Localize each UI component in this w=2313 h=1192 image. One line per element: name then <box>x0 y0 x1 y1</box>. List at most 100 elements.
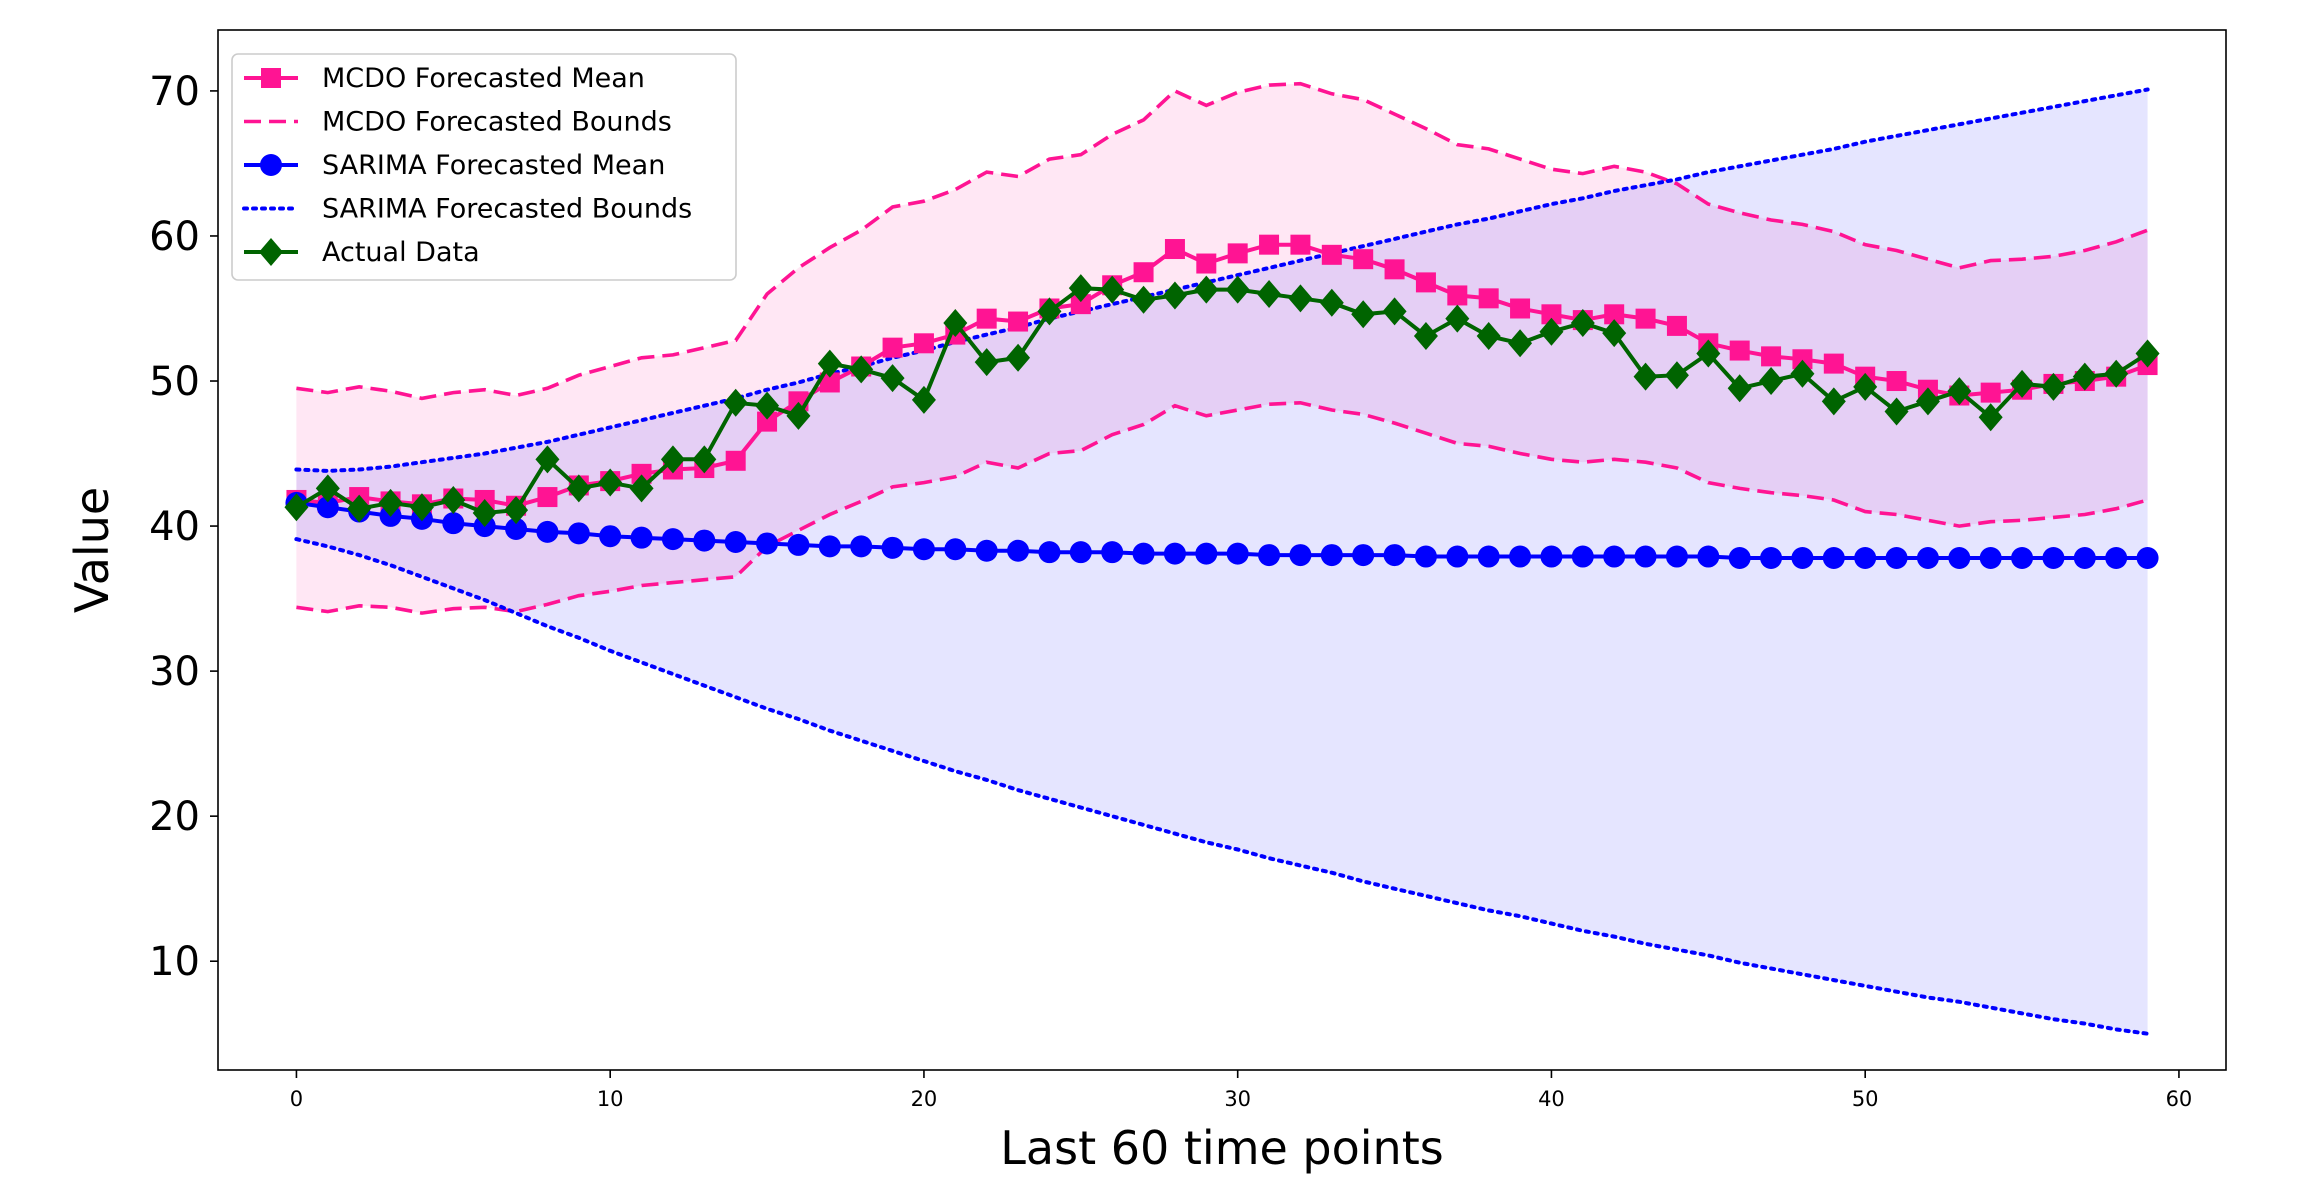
sarima-forecasted-mean-point <box>1634 545 1657 568</box>
sarima-forecasted-mean-point <box>1132 542 1155 565</box>
actual-data-point <box>441 485 466 514</box>
mcdo-forecasted-mean-point <box>1227 243 1248 264</box>
actual-data-point <box>1257 279 1282 308</box>
actual-data-point <box>1759 367 1784 396</box>
y-axis-ticks: 10 20 30 40 50 60 70 <box>149 69 218 985</box>
actual-data-point <box>1696 339 1721 368</box>
x-tick-label: 40 <box>1538 1087 1565 1111</box>
sarima-forecasted-mean-point <box>1414 545 1437 568</box>
actual-data-point <box>1633 362 1658 391</box>
actual-data-point <box>1288 284 1313 313</box>
actual-data-point <box>1727 374 1752 403</box>
x-tick-label: 60 <box>2166 1087 2193 1111</box>
actual-data-point <box>1915 387 1940 416</box>
sarima-forecasted-mean-point <box>1603 545 1626 568</box>
mcdo-forecasted-mean-point <box>1635 308 1656 329</box>
mcdo-forecasted-mean-point <box>1353 249 1374 270</box>
actual-data-point <box>1978 403 2003 432</box>
sarima-forecasted-mean-point <box>599 525 622 548</box>
y-axis-label: Value <box>65 487 119 613</box>
sarima-forecasted-mean-point <box>1540 545 1563 568</box>
mcdo-forecasted-mean-point <box>1666 315 1687 336</box>
actual-data-point <box>598 468 623 497</box>
y-tick-label: 40 <box>149 504 200 550</box>
actual-data-point <box>1664 361 1689 390</box>
y-tick-label: 30 <box>149 649 200 695</box>
sarima-forecasted-mean-point <box>1697 545 1720 568</box>
actual-data-point <box>1382 297 1407 326</box>
mcdo-forecasted-bounds-upper-line <box>296 81 2149 401</box>
sarima-forecasted-mean-point <box>1948 546 1971 569</box>
y-tick-label: 50 <box>149 359 200 405</box>
mcdo-forecasted-mean-point <box>757 411 778 432</box>
actual-data-point <box>1413 322 1438 351</box>
sarima-forecasted-mean-point <box>1226 542 1249 565</box>
mcdo-forecasted-mean-point <box>1415 272 1436 293</box>
sarima-forecasted-mean-point <box>1791 546 1814 569</box>
actual-data-point <box>472 499 497 528</box>
sarima-forecasted-mean-point <box>1665 545 1688 568</box>
sarima-forecasted-mean-point <box>505 517 528 540</box>
sarima-forecasted-mean-point <box>567 522 590 545</box>
legend-label: SARIMA Forecasted Mean <box>322 150 665 181</box>
sarima-forecasted-mean-point <box>1007 539 1030 562</box>
legend-swatch-marker <box>259 238 283 266</box>
mcdo-forecasted-bounds-lower-line <box>296 400 2149 615</box>
mcdo-forecasted-mean-point <box>537 487 558 508</box>
actual-data-point <box>347 494 372 523</box>
x-tick-label: 10 <box>597 1087 624 1111</box>
actual-data-point <box>1790 359 1815 388</box>
legend-item-mcdo-forecasted-mean: MCDO Forecasted Mean <box>244 63 645 94</box>
actual-data-point <box>1100 275 1125 304</box>
actual-data-point <box>1037 297 1062 326</box>
legend-item-sarima-forecasted-bounds: SARIMA Forecasted Bounds <box>242 194 692 225</box>
actual-data-point <box>660 445 685 474</box>
actual-data-point <box>1351 300 1376 329</box>
sarima-forecasted-mean-point <box>661 528 684 551</box>
actual-data-point <box>1162 281 1187 310</box>
actual-data-point <box>1853 372 1878 401</box>
mcdo-forecasted-mean-point <box>1510 298 1531 319</box>
sarima-forecasted-mean-point <box>1163 542 1186 565</box>
actual-data-point <box>2041 372 2066 401</box>
x-tick-label: 50 <box>1852 1087 1879 1111</box>
mcdo-forecasted-mean-point <box>631 463 652 484</box>
sarima-forecasted-mean-point <box>1477 545 1500 568</box>
mcdo-forecasted-mean-point <box>1478 288 1499 309</box>
mcdo-forecasted-mean-point <box>1133 262 1154 283</box>
sarima-forecasted-mean-point <box>2011 546 2034 569</box>
actual-data-point <box>315 474 340 503</box>
sarima-forecasted-mean-point <box>881 536 904 559</box>
actual-data-markers <box>284 274 2160 528</box>
y-tick-label: 70 <box>149 69 200 115</box>
actual-data-point <box>1570 308 1595 337</box>
legend-label: Actual Data <box>322 237 480 268</box>
legend-item-actual-data: Actual Data <box>244 237 480 268</box>
sarima-forecasted-mean-point <box>912 538 935 561</box>
sarima-forecasted-mean-point <box>756 532 779 555</box>
sarima-forecasted-mean-point <box>1760 546 1783 569</box>
legend: MCDO Forecasted Mean MCDO Forecasted Boun… <box>231 53 737 281</box>
actual-data-point <box>1947 377 1972 406</box>
legend-label: SARIMA Forecasted Bounds <box>322 194 692 225</box>
sarima-forecasted-mean-point <box>1916 546 1939 569</box>
sarima-forecasted-mean-point <box>1571 545 1594 568</box>
sarima-forecasted-mean-point <box>693 529 716 552</box>
mcdo-forecasted-mean-point <box>1321 244 1342 265</box>
y-tick-label: 60 <box>149 214 200 260</box>
mcdo-forecasted-mean-point <box>1070 294 1091 315</box>
actual-data-point <box>566 474 591 503</box>
actual-data-point <box>284 493 309 522</box>
mcdo-forecasted-mean-point <box>1008 311 1029 332</box>
legend-item-sarima-forecasted-mean: SARIMA Forecasted Mean <box>244 150 665 181</box>
mcdo-bounds-band <box>296 83 2148 614</box>
sarima-forecasted-mean-point <box>1728 546 1751 569</box>
mcdo-forecasted-mean-point <box>1729 340 1750 361</box>
sarima-forecasted-mean-point <box>1289 544 1312 567</box>
actual-data-point <box>817 349 842 378</box>
actual-data-point <box>692 445 717 474</box>
mcdo-forecasted-mean-point <box>1447 285 1468 306</box>
mcdo-forecasted-mean-point <box>882 337 903 358</box>
sarima-forecasted-mean-point <box>1383 544 1406 567</box>
